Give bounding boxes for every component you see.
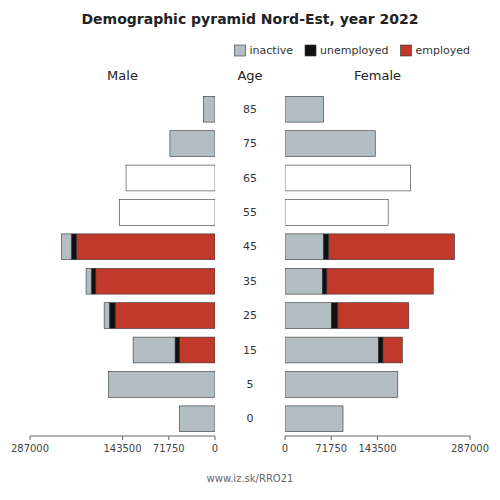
tick	[285, 436, 286, 440]
tick	[470, 436, 471, 440]
bar	[323, 96, 324, 122]
bar	[115, 303, 215, 329]
bar	[170, 131, 215, 157]
tick-label: 0	[212, 443, 218, 454]
annotation: www.iz.sk/RRO21	[207, 473, 294, 484]
bar	[378, 337, 383, 363]
bar	[285, 96, 324, 122]
bar	[285, 406, 343, 432]
x-axis: 0 71750 143500 287000	[11, 436, 218, 454]
bar	[203, 96, 215, 122]
panel-title: Male	[107, 68, 138, 83]
bar	[285, 372, 398, 398]
legend-swatch	[235, 45, 246, 56]
bar	[397, 372, 398, 398]
category-label: 0	[247, 412, 254, 425]
panel: Female 0 71750 143500 287000 inactive unemploy…	[235, 44, 490, 455]
bars	[62, 96, 215, 431]
tick-label: 143500	[103, 443, 141, 454]
legend: inactive unemployed employed	[235, 44, 470, 57]
bar	[96, 268, 215, 294]
bar	[343, 406, 344, 432]
bar	[343, 406, 344, 432]
bar	[285, 234, 324, 260]
tick	[30, 436, 31, 440]
bar	[327, 268, 433, 294]
bar	[126, 165, 215, 191]
bar	[285, 165, 411, 191]
category-label: 75	[243, 137, 257, 150]
legend-swatch	[400, 45, 411, 56]
bar	[338, 303, 409, 329]
bar	[104, 303, 109, 329]
chart: Demographic pyramid Nord-Est, year 2022 M…	[0, 0, 500, 500]
bar	[285, 268, 322, 294]
title: Demographic pyramid Nord-Est, year 2022	[81, 11, 418, 27]
axis-label: Age	[237, 68, 262, 83]
bar	[383, 337, 402, 363]
tick	[331, 436, 332, 440]
bar	[76, 234, 215, 260]
tick	[168, 436, 169, 440]
tick	[122, 436, 123, 440]
legend-item: unemployed	[305, 44, 388, 57]
legend-swatch	[305, 45, 316, 56]
tick-label: 71750	[153, 443, 185, 454]
bar	[329, 234, 455, 260]
bar	[285, 200, 388, 226]
bar	[331, 303, 337, 329]
legend-item: employed	[400, 44, 470, 57]
bar	[375, 131, 376, 157]
bar	[323, 96, 324, 122]
category-label: 35	[243, 275, 257, 288]
bar	[410, 165, 411, 191]
bar	[175, 337, 180, 363]
bar	[324, 234, 329, 260]
tick	[215, 436, 216, 440]
bar	[397, 372, 398, 398]
legend-label: inactive	[250, 44, 294, 57]
x-axis: 0 71750 143500 287000	[282, 436, 489, 454]
tick-label: 287000	[11, 443, 49, 454]
legend-label: unemployed	[320, 44, 388, 57]
bar	[71, 234, 76, 260]
category-label: 85	[243, 103, 257, 116]
bar	[322, 268, 327, 294]
bar	[180, 337, 215, 363]
tick-label: 71750	[315, 443, 347, 454]
bar	[410, 165, 411, 191]
bar	[120, 200, 215, 226]
bar	[180, 406, 215, 432]
bar	[285, 303, 331, 329]
bar	[86, 268, 91, 294]
bar	[109, 303, 115, 329]
bar	[109, 372, 215, 398]
bar	[375, 131, 376, 157]
bar	[62, 234, 72, 260]
category-label: 15	[243, 344, 257, 357]
bars	[285, 96, 455, 431]
tick-label: 143500	[358, 443, 396, 454]
category-label: 25	[243, 309, 257, 322]
bar	[285, 337, 378, 363]
tick-label: 0	[282, 443, 288, 454]
category-label: 5	[247, 378, 254, 391]
bar	[133, 337, 175, 363]
legend-item: inactive	[235, 44, 294, 57]
bar	[91, 268, 96, 294]
bar	[388, 200, 389, 226]
category-label: 65	[243, 172, 257, 185]
tick-label: 287000	[451, 443, 489, 454]
bar	[388, 200, 389, 226]
category-label: 45	[243, 240, 257, 253]
bar	[285, 131, 375, 157]
background	[0, 0, 500, 500]
panel-title: Female	[354, 68, 401, 83]
category-label: 55	[243, 206, 257, 219]
tick	[377, 436, 378, 440]
legend-label: employed	[415, 44, 470, 57]
